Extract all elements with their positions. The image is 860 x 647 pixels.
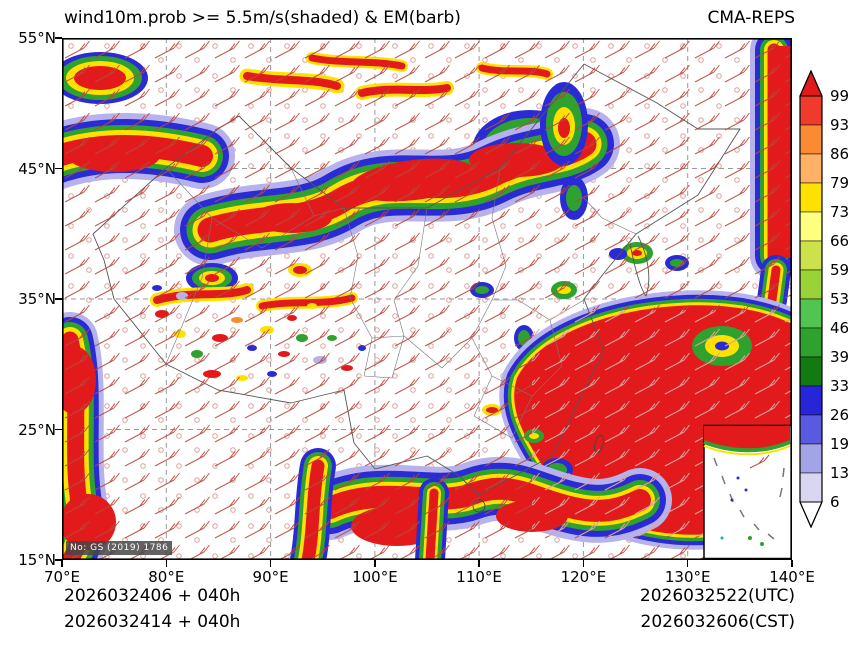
x-axis-tick xyxy=(61,560,63,567)
footer-init-time-cst: 2026032414 + 040h xyxy=(64,612,241,632)
footer-valid-time-utc: 2026032522(UTC) xyxy=(639,586,795,606)
x-axis-tick xyxy=(269,560,272,567)
x-axis-tick-label: 100°E xyxy=(352,568,398,586)
x-axis-tick-label: 130°E xyxy=(664,568,711,586)
x-axis-tick xyxy=(478,560,480,567)
y-axis-tick xyxy=(55,428,62,431)
x-axis-tick-label: 80°E xyxy=(148,568,185,586)
inset-wind-barb xyxy=(749,454,770,469)
footer-init-time-utc: 2026032406 + 040h xyxy=(64,586,241,606)
colorbar-tick-label: 93 xyxy=(830,116,850,134)
map-plot-area: No: GS (2019) 1786 xyxy=(62,38,792,560)
x-axis-tick-label: 140°E xyxy=(769,568,815,586)
colorbar-tick-label: 79 xyxy=(830,174,850,192)
nine-dash-line xyxy=(713,457,785,540)
footer-valid-time-cst: 2026032606(CST) xyxy=(640,612,795,632)
colorbar-tick-label: 46 xyxy=(830,319,850,337)
x-axis-tick-label: 70°E xyxy=(43,568,81,586)
plot-border xyxy=(62,38,792,560)
inset-islands xyxy=(720,476,764,546)
chart-title: wind10m.prob >= 5.5m/s(shaded) & EM(barb… xyxy=(64,8,461,28)
colorbar-tick-label: 86 xyxy=(830,145,850,163)
x-axis-tick-label: 120°E xyxy=(560,568,607,586)
colorbar-tick-label: 13 xyxy=(830,464,850,482)
y-axis-tick-label: 45°N xyxy=(18,159,56,178)
colorbar-tick-label: 6 xyxy=(830,493,840,511)
colorbar-tick-label: 26 xyxy=(830,406,850,424)
colorbar-tick-label: 53 xyxy=(830,290,850,308)
y-axis-tick xyxy=(55,298,62,300)
colorbar-tick-label: 39 xyxy=(830,348,850,366)
y-axis-tick-label: 35°N xyxy=(18,290,56,308)
y-axis-tick xyxy=(55,167,62,170)
x-axis-tick xyxy=(582,560,585,567)
x-axis-tick-label: 110°E xyxy=(456,568,502,586)
colorbar-tick-label: 33 xyxy=(830,377,850,395)
colorbar-tick-label: 66 xyxy=(830,232,850,250)
colorbar-tick-label: 99 xyxy=(830,87,850,105)
y-axis-tick xyxy=(55,559,62,561)
model-name: CMA-REPS xyxy=(707,8,795,28)
map-canvas xyxy=(62,38,792,560)
x-axis-tick xyxy=(374,560,376,567)
colorbar-tick-label: 59 xyxy=(830,261,850,279)
x-axis-tick xyxy=(165,560,167,567)
colorbar-tick-label: 73 xyxy=(830,203,850,221)
y-axis-tick-label: 55°N xyxy=(18,29,56,47)
x-axis-tick-label: 90°E xyxy=(252,568,289,586)
x-axis-tick xyxy=(791,560,793,567)
y-axis-tick xyxy=(55,37,62,39)
south-china-sea-inset xyxy=(703,424,792,560)
colorbar xyxy=(798,69,858,529)
y-axis-tick-label: 15°N xyxy=(18,551,56,569)
colorbar-tick-label: 19 xyxy=(830,435,850,453)
y-axis-tick-label: 25°N xyxy=(18,420,56,439)
map-approval-watermark: No: GS (2019) 1786 xyxy=(66,541,173,555)
x-axis-tick xyxy=(687,560,689,567)
colorbar-svg xyxy=(799,69,823,529)
